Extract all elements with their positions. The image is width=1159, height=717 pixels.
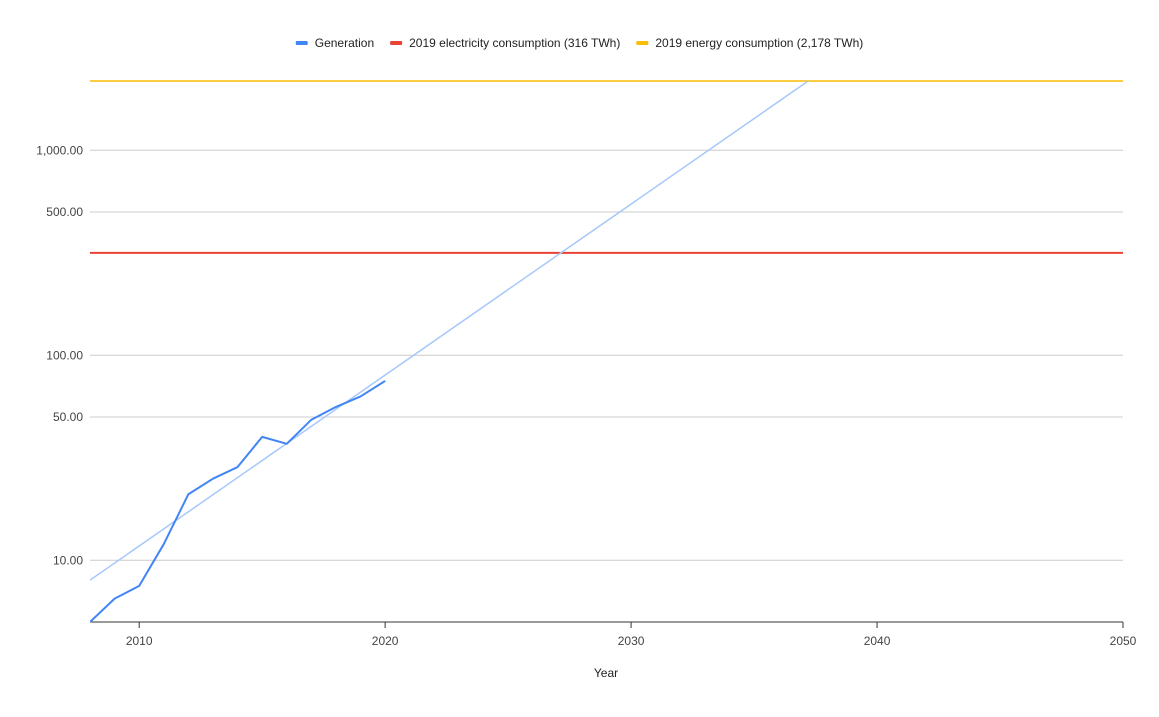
x-tick-label: 2050	[1110, 634, 1137, 648]
legend-swatch	[390, 41, 403, 45]
x-tick-label: 2040	[864, 634, 891, 648]
series-layer	[90, 80, 1123, 623]
legend-label: 2019 energy consumption (2,178 TWh)	[655, 36, 863, 50]
y-tick-label: 10.00	[53, 553, 83, 567]
y-tick-label: 1,000.00	[36, 143, 83, 157]
x-tick-label: 2030	[618, 634, 645, 648]
x-tick-label: 2020	[372, 634, 399, 648]
y-tick-label: 100.00	[46, 348, 83, 362]
y-tick-label: 50.00	[53, 410, 83, 424]
legend: Generation 2019 electricity consumption (…	[295, 36, 863, 50]
x-tick-label: 2010	[126, 634, 153, 648]
x-axis-title: Year	[594, 666, 618, 680]
legend-label: Generation	[315, 36, 374, 50]
plot-area	[90, 80, 1123, 623]
y-axis-ticks: 10.00 50.00 100.00 500.00 1,000.00	[36, 143, 83, 567]
generation-trendline	[90, 80, 809, 581]
legend-label: 2019 electricity consumption (316 TWh)	[409, 36, 620, 50]
legend-swatch	[295, 41, 308, 45]
y-tick-label: 500.00	[46, 205, 83, 219]
gridlines	[90, 149, 1123, 561]
x-axis: 2010 2020 2030 2040 2050	[90, 621, 1137, 648]
legend-swatch	[636, 41, 649, 45]
